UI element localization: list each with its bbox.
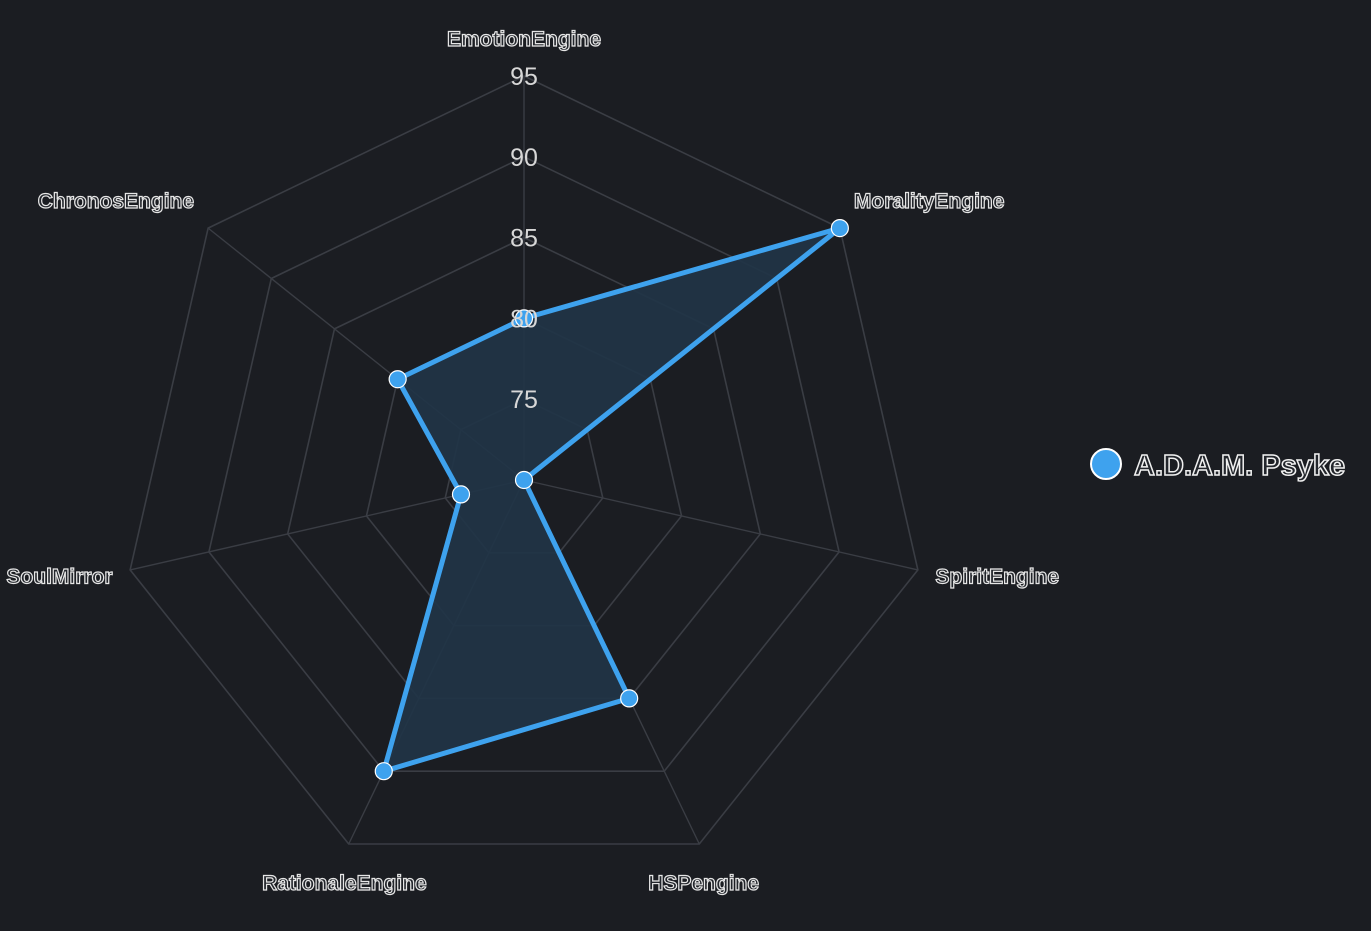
data-point[interactable] [374, 762, 393, 781]
legend-marker[interactable] [1090, 448, 1122, 480]
chart-legend[interactable]: A.D.A.M. Psyke [1090, 448, 1346, 483]
grid-spoke [523, 479, 919, 571]
axis-label-moralityengine: MoralityEngine [854, 190, 1005, 213]
axis-label-spiritengine: SpiritEngine [935, 566, 1059, 589]
grid-ring [129, 75, 919, 845]
tick-label: 75 [510, 386, 538, 414]
data-point[interactable] [388, 370, 407, 389]
tick-label: 90 [510, 144, 538, 172]
data-point[interactable] [830, 219, 849, 238]
series-area [381, 225, 843, 774]
data-point[interactable] [620, 689, 639, 708]
axis-label-chronosengine: ChronosEngine [38, 190, 194, 213]
axis-label-emotionengine: EmotionEngine [447, 28, 601, 51]
data-point[interactable] [514, 470, 534, 490]
radar-axis-labels: EmotionEngine MoralityEngine SpiritEngine H… [6, 27, 1060, 895]
tick-label: 95 [510, 63, 538, 91]
axis-label-hspengine: HSPengine [648, 872, 759, 895]
grid-ring [208, 155, 840, 772]
data-point[interactable] [514, 309, 534, 328]
legend-label[interactable]: A.D.A.M. Psyke [1133, 449, 1346, 483]
radar-tick-labels: 75 80 85 90 95 [510, 63, 538, 414]
radar-series [374, 219, 849, 781]
data-point[interactable] [451, 485, 471, 504]
axis-label-soulmirror: SoulMirror [6, 566, 112, 589]
axis-label-rationaleengine: RationaleEngine [262, 872, 427, 895]
tick-label: 85 [510, 225, 538, 253]
tick-label: 80 [510, 305, 538, 333]
